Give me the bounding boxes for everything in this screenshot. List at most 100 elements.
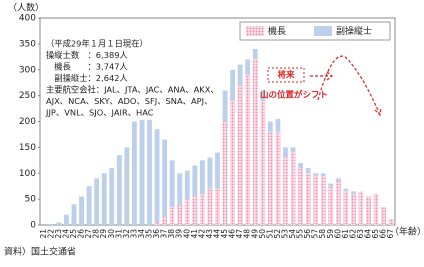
legend-label: 副操縦士 [336,25,372,37]
bar-segment [48,223,54,225]
x-tick-label: 63 [356,229,365,239]
x-tick-label: 38 [167,229,176,239]
bar-segment [230,100,236,225]
x-tick-label: 44 [213,229,222,239]
x-tick-label: 35 [145,229,154,239]
bar-segment [290,147,296,153]
y-tick-label: 0 [30,221,36,231]
x-tick-label: 56 [303,229,312,239]
x-tick-label: 65 [371,229,380,239]
bar-segment [64,214,69,225]
note: 副操縦士：2,642人 [46,73,128,83]
bar-segment [320,175,326,225]
x-tick-label: 58 [318,229,327,239]
x-tick-label: 34 [137,229,146,239]
x-tick-label: 28 [92,229,101,239]
x-tick-label: 24 [61,229,70,239]
bar-segment [222,121,228,225]
bar-segment [275,131,281,225]
bar-segment [230,69,236,101]
bar-segment [154,129,160,223]
bar-segment [267,121,273,132]
x-tick-label: 32 [122,229,131,239]
bar-segment [283,157,288,225]
x-tick-label: 25 [69,229,78,239]
x-tick-label: 59 [326,229,335,239]
x-tick-label: 51 [265,229,274,239]
x-tick-label: 50 [258,229,267,239]
bar-segment [335,181,341,225]
x-tick-label: 60 [333,229,342,239]
bar-segment [162,217,168,225]
bar-segment [139,118,145,225]
bar-segment [131,121,137,225]
x-tick-label: 23 [54,229,63,239]
legend-label: 機長 [268,25,286,37]
bar-segment [305,173,311,225]
note-box [44,38,214,120]
y-tick-label: 350 [19,39,36,49]
bar-segment [245,74,251,225]
bar-segment [192,196,198,225]
bar-segment [313,173,319,176]
callout-box [267,67,305,83]
y-tick-label: 200 [19,117,36,127]
bar-segment [199,160,205,194]
legend-swatch [314,26,332,36]
bar-segment [283,147,288,158]
bar-segment [94,178,100,225]
y-axis-label: （人数） [8,2,44,14]
bar-segment [169,206,175,225]
bar-segment [245,59,251,75]
note: （平成29年１月１日現在） [46,39,148,49]
bar-segment [328,186,334,225]
bar-segment [320,173,326,176]
x-tick-label: 40 [182,229,191,239]
bar-segment [56,222,62,225]
bar-segment [335,178,341,182]
bar-segment [373,193,379,225]
bar-segment [177,204,183,225]
note: 主要航空会社：JAL、JTA、JAC、ANA、AKX、 [46,85,219,95]
note: AJX、NCA、SKY、ADO、SFJ、SNA、APJ、 [46,96,212,106]
x-tick-label: 53 [280,229,289,239]
x-tick-label: 30 [107,229,116,239]
bar-segment [184,199,190,225]
bar-segment [351,193,356,225]
x-tick-label: 52 [273,229,282,239]
x-tick-label: 37 [160,229,169,239]
bar-segment [169,160,175,207]
bar-segment [154,222,160,225]
y-tick-label: 250 [19,91,36,101]
x-tick-label: 57 [311,229,320,239]
shift-arrow [310,71,333,81]
bar-segment [260,90,266,101]
bar-segment [215,152,220,189]
x-tick-label: 46 [228,229,237,239]
bar-segment [177,173,183,205]
bar-segment [328,183,334,187]
bar-segment [358,191,364,225]
bar-segment [86,186,92,225]
bar-segment [147,113,152,225]
bar-segment [116,155,122,225]
x-tick-label: 31 [114,229,123,239]
y-tick-label: 300 [19,65,36,75]
note: 操縦士数 ：6,389人 [46,50,128,60]
x-tick-label: 27 [84,229,93,239]
bar-segment [207,157,213,189]
note: JJP、VNL、SJO、JAIR、HAC [45,108,154,118]
x-tick-label: 64 [364,229,373,239]
callout: 山の位置がシフト [260,90,328,101]
bar-segment [215,188,220,225]
x-tick-label: 39 [175,229,184,239]
x-tick-label: 47 [235,229,244,239]
bar-segment [260,100,266,225]
bar-segment [366,196,371,225]
bar-segment [252,49,258,60]
x-tick-label: 41 [190,229,199,239]
x-tick-label: 22 [46,229,55,239]
x-tick-label: 26 [77,229,86,239]
x-tick-label: 49 [250,229,259,239]
bar-segment [124,147,130,225]
